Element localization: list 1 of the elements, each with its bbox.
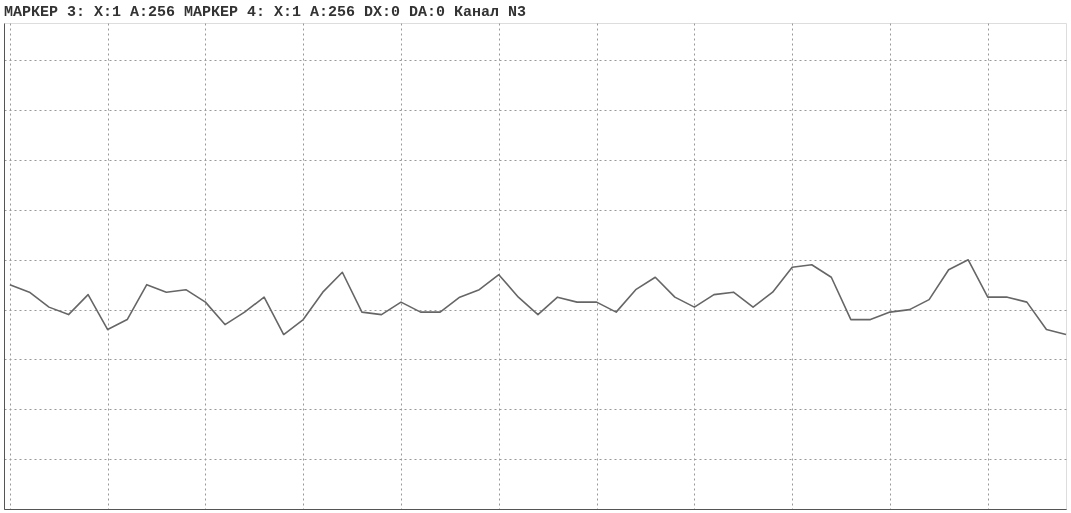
chart-title: МАРКЕР 3: X:1 A:256 МАРКЕР 4: X:1 A:256 DX:0 DA:0 Канал N3 — [4, 4, 527, 21]
